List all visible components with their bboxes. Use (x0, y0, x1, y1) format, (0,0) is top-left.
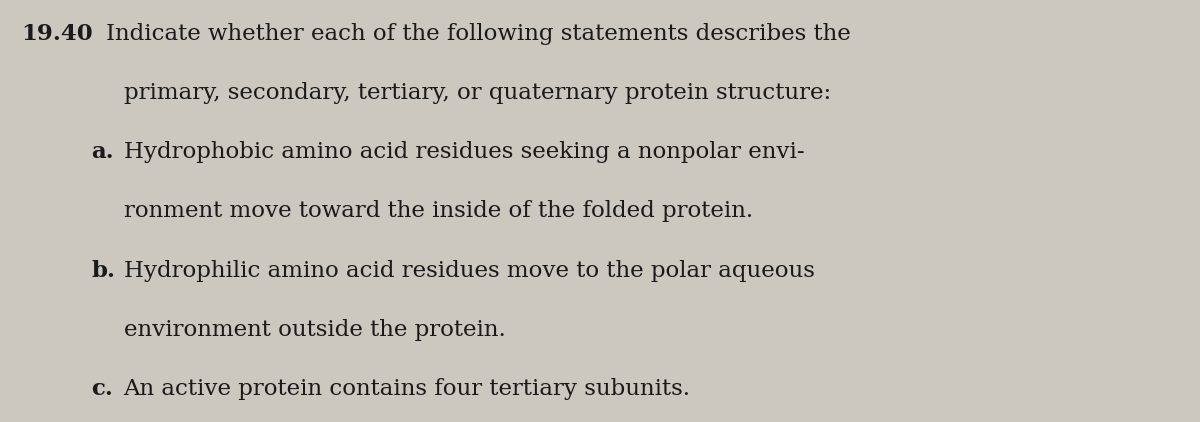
Text: 19.40: 19.40 (22, 23, 94, 45)
Text: primary, secondary, tertiary, or quaternary protein structure:: primary, secondary, tertiary, or quatern… (124, 82, 830, 104)
Text: Hydrophilic amino acid residues move to the polar aqueous: Hydrophilic amino acid residues move to … (124, 260, 815, 281)
Text: b.: b. (91, 260, 115, 281)
Text: Hydrophobic amino acid residues seeking a nonpolar envi-: Hydrophobic amino acid residues seeking … (124, 141, 804, 163)
Text: a.: a. (91, 141, 114, 163)
Text: c.: c. (91, 378, 113, 400)
Text: ronment move toward the inside of the folded protein.: ronment move toward the inside of the fo… (124, 200, 752, 222)
Text: Indicate whether each of the following statements describes the: Indicate whether each of the following s… (106, 23, 851, 45)
Text: An active protein contains four tertiary subunits.: An active protein contains four tertiary… (124, 378, 691, 400)
Text: environment outside the protein.: environment outside the protein. (124, 319, 505, 341)
